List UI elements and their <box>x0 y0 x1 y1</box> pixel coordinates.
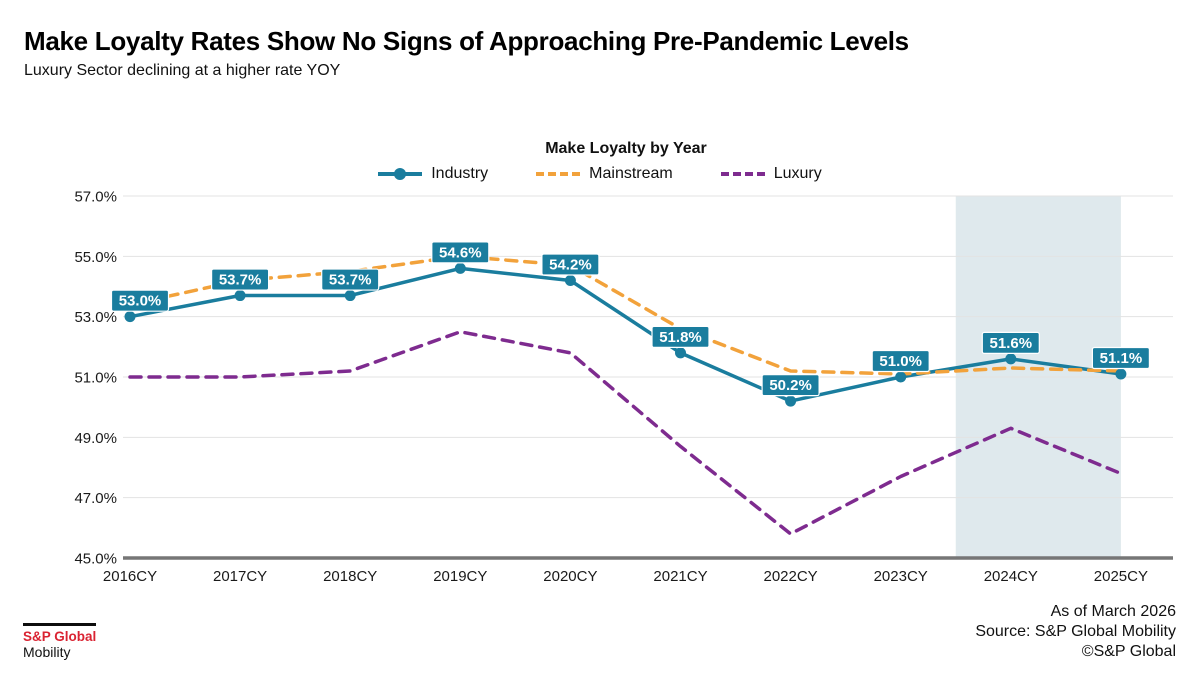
data-point-marker <box>1005 353 1017 365</box>
page-title: Make Loyalty Rates Show No Signs of Appr… <box>24 26 909 56</box>
y-tick-label: 47.0% <box>74 490 117 507</box>
data-label-text: 51.0% <box>879 353 922 370</box>
legend-label: Luxury <box>773 165 822 182</box>
sp-global-mobility-logo: S&P Global Mobility <box>23 623 97 660</box>
legend-item-mainstream: Mainstream <box>536 165 673 183</box>
y-tick-label: 51.0% <box>74 370 117 387</box>
data-point-marker <box>454 262 466 274</box>
x-tick-label: 2018CY <box>323 568 377 585</box>
x-tick-label: 2025CY <box>1094 568 1148 585</box>
luxury-dash-swatch-icon <box>720 172 765 176</box>
page-subtitle: Luxury Sector declining at a higher rate… <box>24 62 341 79</box>
data-label-box <box>110 289 170 312</box>
series-line-luxury <box>128 330 1123 536</box>
y-tick-label: 55.0% <box>74 249 117 266</box>
x-tick-label: 2020CY <box>543 568 597 585</box>
x-tick-label: 2021CY <box>653 568 707 585</box>
x-tick-label: 2023CY <box>874 568 928 585</box>
series-line-mainstream <box>128 254 1123 376</box>
chart-title: Make Loyalty by Year <box>545 140 707 157</box>
data-label-text: 53.0% <box>119 293 162 310</box>
industry-line-swatch-icon <box>378 168 423 180</box>
chart-legend: Industry Mainstream Luxury <box>0 165 1200 183</box>
chart-footnotes: As of March 2026 Source: S&P Global Mobi… <box>975 602 1176 662</box>
x-tick-label: 2019CY <box>433 568 487 585</box>
legend-item-luxury: Luxury <box>720 165 822 183</box>
mainstream-dash-swatch-icon <box>536 172 581 176</box>
data-label-text: 50.2% <box>769 377 812 394</box>
x-tick-label: 2022CY <box>763 568 817 585</box>
data-point-marker <box>675 347 686 359</box>
data-label-box <box>321 268 380 291</box>
logo-division-text: Mobility <box>23 644 71 660</box>
data-point-marker <box>785 395 797 407</box>
y-tick-label: 57.0% <box>74 189 117 206</box>
industry-marker-dot-icon <box>394 168 407 180</box>
source-note: Source: S&P Global Mobility <box>975 623 1176 640</box>
y-tick-label: 53.0% <box>74 309 117 326</box>
data-point-marker <box>234 290 246 302</box>
data-label-box <box>651 325 710 348</box>
y-tick-label: 49.0% <box>74 430 117 447</box>
legend-label: Mainstream <box>589 165 673 182</box>
data-label-text: 51.6% <box>990 335 1033 352</box>
data-label-box <box>431 241 490 264</box>
data-point-marker <box>1115 368 1127 380</box>
data-label-text: 53.7% <box>329 272 372 289</box>
data-label-text: 54.6% <box>439 244 482 261</box>
logo-brand-text: S&P Global <box>23 629 97 644</box>
data-label-box <box>981 331 1040 354</box>
data-label-box <box>541 253 600 276</box>
data-label-box <box>761 374 820 397</box>
data-label-box <box>871 349 930 373</box>
data-label-text: 54.2% <box>549 256 592 273</box>
data-point-marker <box>895 371 907 383</box>
x-tick-label: 2016CY <box>103 568 157 585</box>
legend-item-industry: Industry <box>378 165 488 183</box>
legend-label: Industry <box>431 165 489 182</box>
data-point-marker <box>564 274 576 286</box>
series-line-industry <box>128 266 1123 403</box>
data-point-marker <box>344 290 356 302</box>
as-of-date: As of March 2026 <box>1050 603 1176 620</box>
data-label-box <box>211 268 270 291</box>
data-label-text: 53.7% <box>219 272 262 289</box>
x-tick-label: 2017CY <box>213 568 267 585</box>
data-point-marker <box>124 311 136 323</box>
data-label-text: 51.1% <box>1100 350 1143 367</box>
data-label-text: 51.8% <box>659 329 702 346</box>
x-tick-label: 2024CY <box>984 568 1038 585</box>
copyright-note: ©S&P Global <box>1081 643 1176 660</box>
data-label-box <box>1091 346 1151 370</box>
y-tick-label: 45.0% <box>74 551 117 568</box>
